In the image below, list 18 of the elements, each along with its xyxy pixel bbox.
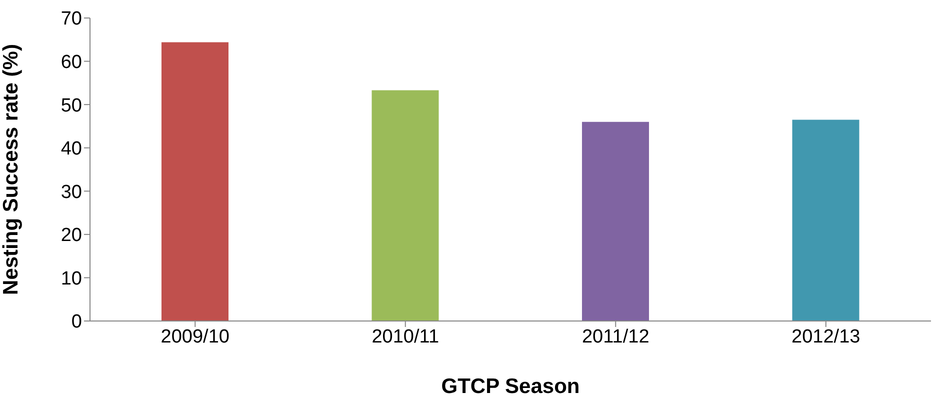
y-tick-label: 0 <box>71 312 82 333</box>
x-axis-title: GTCP Season <box>441 375 580 398</box>
y-tick-label: 10 <box>60 268 82 290</box>
bar <box>792 120 860 321</box>
bar <box>372 90 439 321</box>
y-tick-label: 40 <box>60 138 82 160</box>
x-tick-label: 2010/11 <box>372 326 440 348</box>
bar <box>582 122 649 321</box>
bar <box>161 42 228 321</box>
y-tick-label: 60 <box>60 52 82 74</box>
y-tick-label: 30 <box>60 182 82 203</box>
x-tick-label: 2009/10 <box>160 326 230 348</box>
y-tick-label: 50 <box>60 95 82 116</box>
y-axis-title: Nesting Success rate (%) <box>0 44 22 295</box>
y-tick-label: 20 <box>60 225 82 246</box>
x-tick-label: 2011/12 <box>582 326 650 348</box>
y-tick-label: 70 <box>60 8 82 30</box>
x-tick-label: 2012/13 <box>792 326 860 348</box>
